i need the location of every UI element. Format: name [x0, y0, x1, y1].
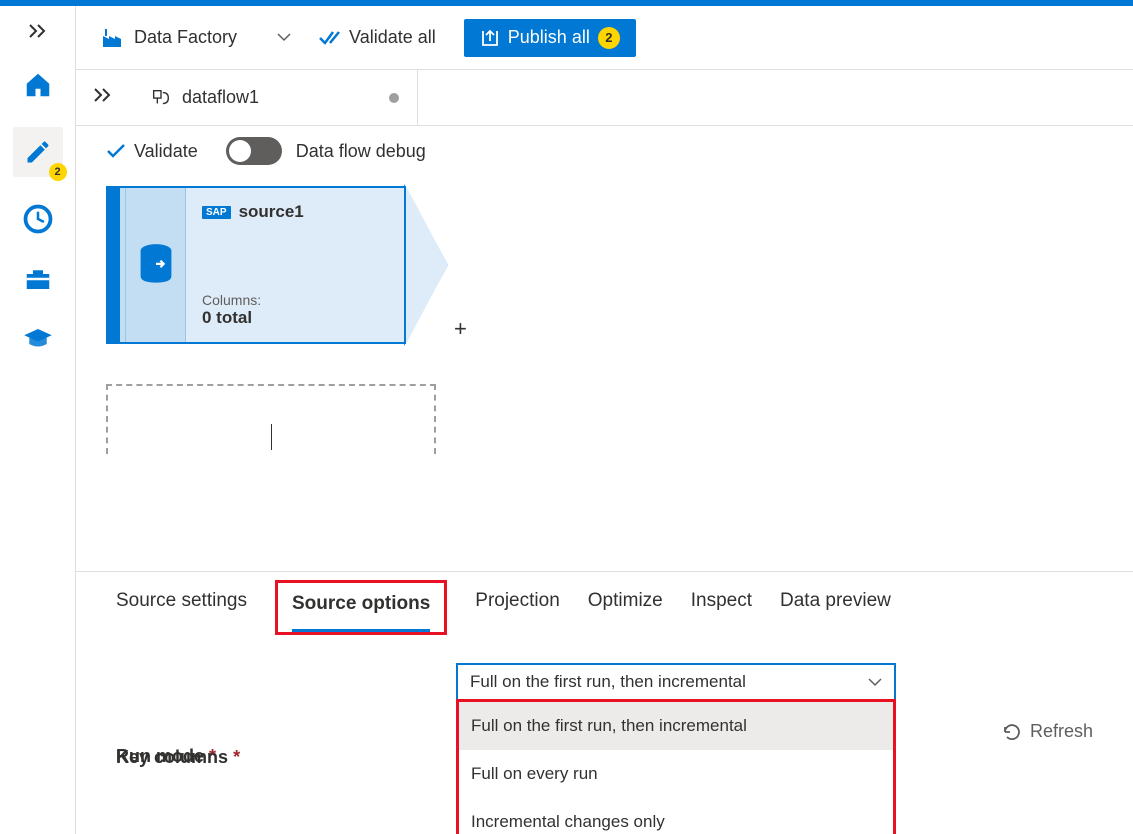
- publish-count-badge: 2: [598, 27, 620, 49]
- sap-badge: SAP: [202, 206, 231, 219]
- chevron-down-icon: [868, 677, 882, 687]
- selected-value: Full on the first run, then incremental: [470, 672, 746, 692]
- dataflow-icon: [150, 87, 172, 109]
- publish-all-button[interactable]: Publish all 2: [464, 19, 636, 57]
- columns-total: 0 total: [202, 308, 388, 328]
- key-columns-label: Key columns *: [116, 747, 456, 768]
- left-rail: 2: [0, 6, 76, 834]
- dataflow-toolbar: Validate Data flow debug: [76, 126, 1133, 176]
- tab-source-settings[interactable]: Source settings: [116, 590, 247, 635]
- upload-icon: [480, 28, 500, 48]
- refresh-button[interactable]: Refresh: [1002, 721, 1093, 742]
- toolbox-icon[interactable]: [20, 261, 56, 297]
- factory-icon: [100, 26, 124, 50]
- tab-projection[interactable]: Projection: [475, 590, 560, 635]
- chevron-down-icon: [277, 30, 291, 45]
- tab-optimize[interactable]: Optimize: [588, 590, 663, 635]
- validate-button[interactable]: Validate: [106, 141, 198, 162]
- expand-rail-icon[interactable]: [29, 22, 47, 43]
- learn-icon[interactable]: [20, 321, 56, 357]
- tab-inspect[interactable]: Inspect: [691, 590, 752, 635]
- add-source-placeholder[interactable]: [106, 384, 436, 454]
- expand-panel-icon[interactable]: [86, 88, 120, 107]
- edit-icon[interactable]: 2: [13, 127, 63, 177]
- factory-selector[interactable]: Data Factory: [100, 26, 291, 50]
- run-mode-select[interactable]: Full on the first run, then incremental: [456, 663, 896, 701]
- database-icon: [137, 243, 175, 287]
- debug-label: Data flow debug: [296, 141, 426, 162]
- monitor-icon[interactable]: [20, 201, 56, 237]
- dropdown-option[interactable]: Incremental changes only: [459, 798, 893, 834]
- dropdown-option[interactable]: Full on the first run, then incremental: [459, 702, 893, 750]
- source-name: source1: [239, 202, 304, 222]
- debug-toggle[interactable]: [226, 137, 282, 165]
- refresh-icon: [1002, 722, 1022, 742]
- run-mode-dropdown: Full on the first run, then incremental …: [456, 699, 896, 834]
- dataflow-canvas: SAP source1 Columns: 0 total +: [76, 176, 1133, 571]
- node-output-arrow: [406, 186, 448, 344]
- columns-label: Columns:: [202, 292, 388, 308]
- panel-tabs: Source settings Source options Projectio…: [76, 572, 1133, 635]
- edit-badge: 2: [49, 163, 67, 181]
- add-transform-button[interactable]: +: [454, 316, 467, 342]
- unsaved-dot-icon: [389, 93, 399, 103]
- tab-data-preview[interactable]: Data preview: [780, 590, 891, 635]
- validate-all-button[interactable]: Validate all: [319, 27, 436, 48]
- dropdown-option[interactable]: Full on every run: [459, 750, 893, 798]
- tab-source-options[interactable]: Source options: [292, 593, 430, 632]
- file-tab-dataflow1[interactable]: dataflow1: [132, 70, 418, 125]
- check-icon: [106, 143, 126, 159]
- home-icon[interactable]: [20, 67, 56, 103]
- check-icon: [319, 29, 341, 47]
- source-node[interactable]: SAP source1 Columns: 0 total: [106, 186, 406, 344]
- file-tabbar: dataflow1: [76, 70, 1133, 126]
- main-area: Data Factory Validate all Publish all 2: [76, 6, 1133, 834]
- settings-panel: Source settings Source options Projectio…: [76, 571, 1133, 834]
- tab-label: dataflow1: [182, 87, 259, 108]
- top-toolbar: Data Factory Validate all Publish all 2: [76, 6, 1133, 70]
- factory-label: Data Factory: [134, 27, 237, 48]
